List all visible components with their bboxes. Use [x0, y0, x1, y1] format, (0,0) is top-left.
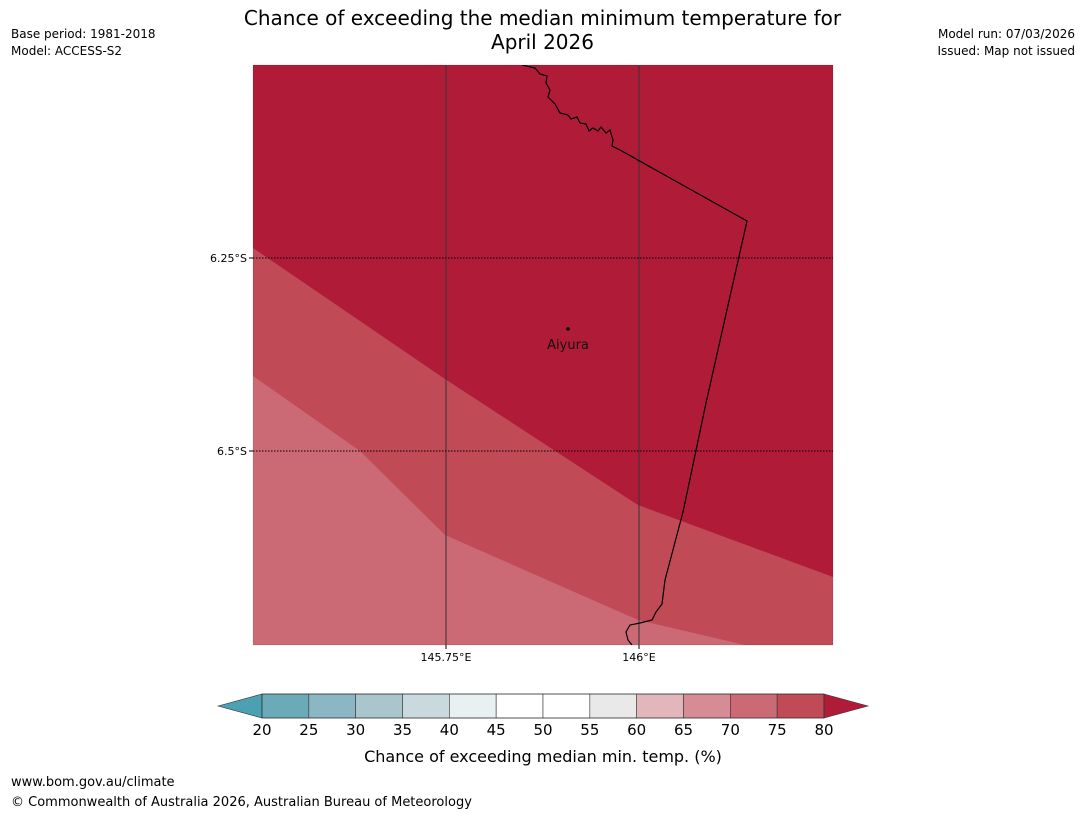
colorbar-ticks: 20 25 30 35 40 45 50 55 60 65 70 75 80 — [252, 721, 833, 739]
model-name: Model: ACCESS-S2 — [11, 44, 123, 58]
colorbar-tick-label: 70 — [721, 721, 740, 739]
base-period: Base period: 1981-2018 — [11, 27, 156, 41]
colorbar-bin — [589, 693, 637, 719]
colorbar-bin — [542, 693, 591, 719]
colorbar-bin — [261, 693, 310, 719]
colorbar-tick-label: 60 — [627, 721, 646, 739]
colorbar-tick-label: 75 — [768, 721, 787, 739]
colorbar-tick-label: 30 — [346, 721, 365, 739]
colorbar-tick-label: 25 — [299, 721, 318, 739]
colorbar-over-arrow — [823, 693, 870, 719]
colorbar-title: Chance of exceeding median min. temp. (%… — [364, 747, 722, 766]
map-area[interactable]: Aiyura — [253, 65, 833, 645]
colorbar-under-arrow — [216, 693, 263, 719]
colorbar-bins — [261, 693, 825, 719]
colorbar-tick-label: 55 — [580, 721, 599, 739]
colorbar-bin — [730, 693, 778, 719]
colorbar-tick-label: 35 — [393, 721, 412, 739]
lat-label-6-5: 6.5°S — [217, 445, 247, 458]
model-run: Model run: 07/03/2026 — [937, 27, 1075, 41]
lat-label-6-25: 6.25°S — [210, 252, 247, 265]
colorbar-bin — [683, 693, 731, 719]
lon-label-146: 146°E — [622, 651, 655, 664]
colorbar-bin — [402, 693, 450, 719]
issued-status: Issued: Map not issued — [937, 44, 1075, 58]
colorbar-tick-label: 50 — [533, 721, 552, 739]
footer-url[interactable]: www.bom.gov.au/climate — [11, 775, 175, 790]
colorbar: 20 25 30 35 40 45 50 55 60 65 70 75 80 Chance of exc… — [216, 693, 870, 766]
colorbar-bin — [636, 693, 684, 719]
colorbar-bin — [355, 693, 403, 719]
title-line-2: April 2026 — [491, 30, 594, 54]
lon-label-145-75: 145.75°E — [421, 651, 472, 664]
title-line-1: Chance of exceeding the median minimum t… — [243, 6, 842, 30]
colorbar-outline — [261, 693, 825, 719]
colorbar-tick-label: 20 — [252, 721, 271, 739]
colorbar-bin — [776, 693, 825, 719]
colorbar-bin — [449, 693, 497, 719]
colorbar-tick-label: 65 — [674, 721, 693, 739]
province-border — [521, 65, 748, 645]
map-frame — [252, 64, 834, 646]
colorbar-tick-label: 80 — [814, 721, 833, 739]
zone-70-75 — [253, 376, 745, 645]
aiyura-label: Aiyura — [547, 338, 589, 353]
footer-copyright: © Commonwealth of Australia 2026, Austra… — [11, 795, 472, 810]
aiyura-marker[interactable] — [566, 327, 570, 331]
meta-left: Base period: 1981-2018 Model: ACCESS-S2 — [11, 26, 156, 60]
colorbar-tick-label: 45 — [487, 721, 506, 739]
meta-right: Model run: 07/03/2026 Issued: Map not is… — [937, 26, 1075, 60]
colorbar-bin — [308, 693, 356, 719]
map-title: Chance of exceeding the median minimum t… — [0, 6, 1085, 54]
colorbar-bin — [495, 693, 544, 719]
colorbar-tick-label: 40 — [440, 721, 459, 739]
